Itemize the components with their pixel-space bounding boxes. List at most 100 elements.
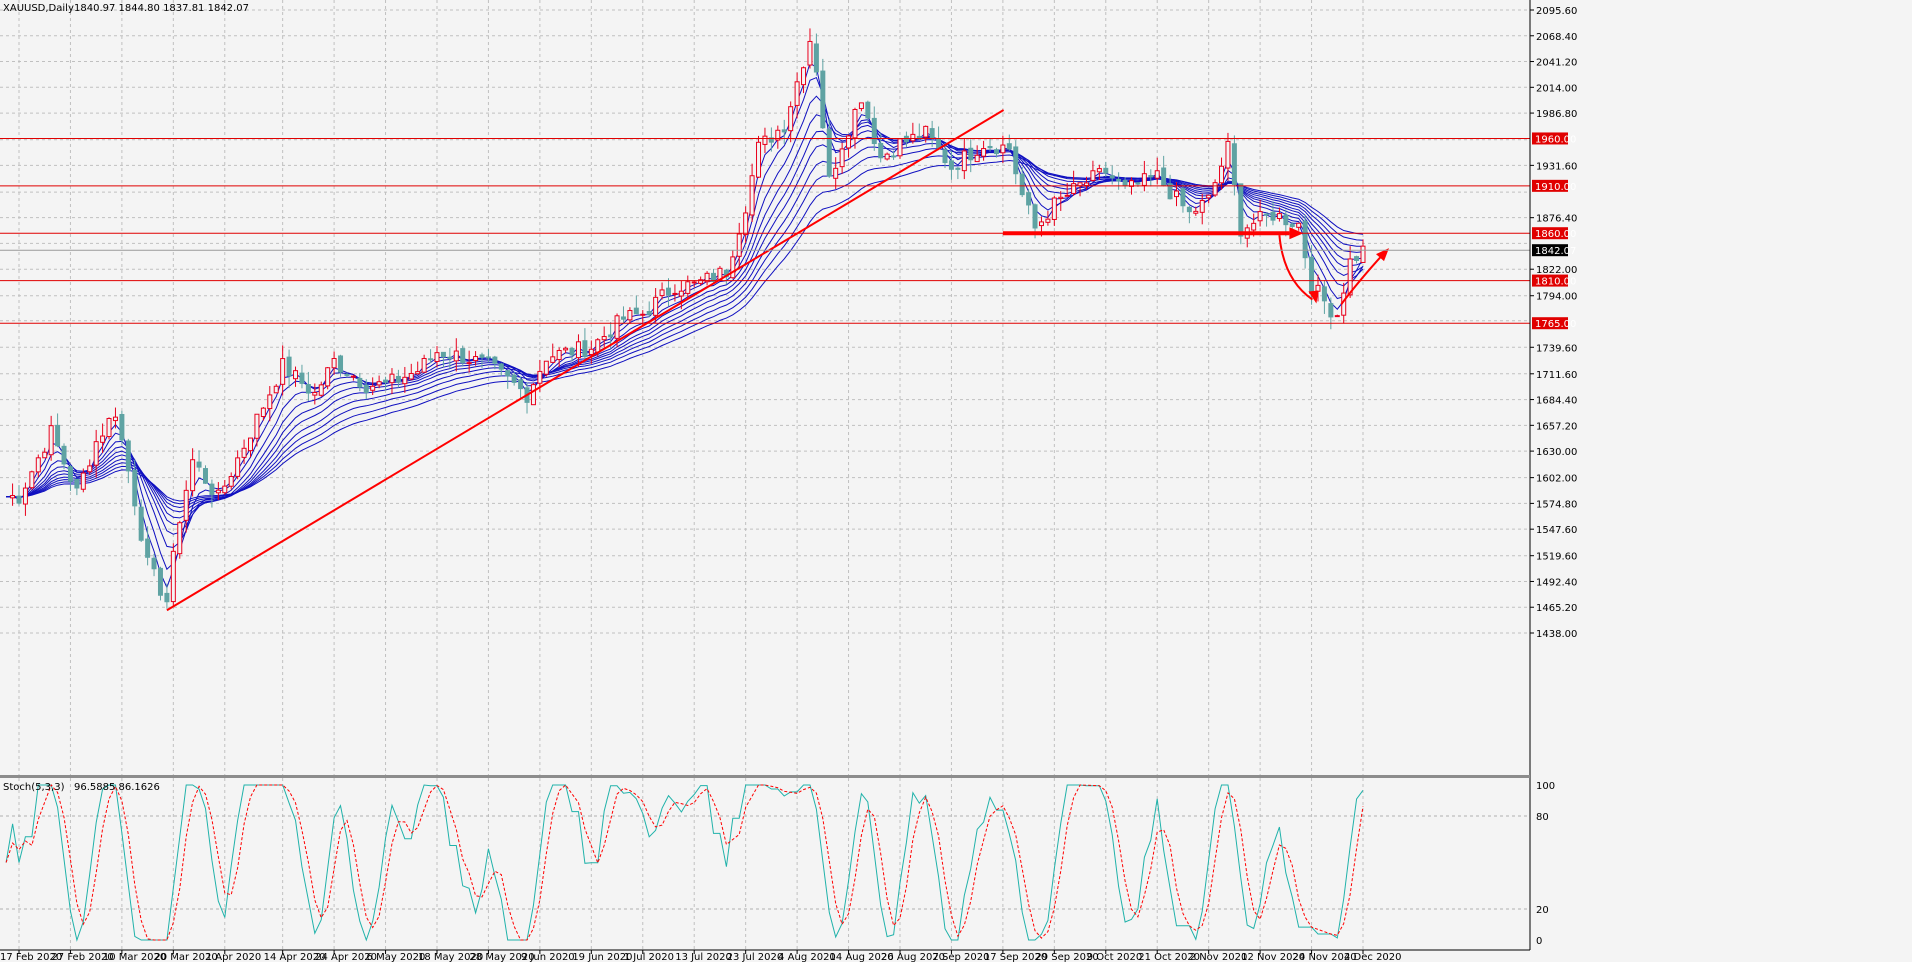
candle-body xyxy=(711,272,717,282)
level-price-label: 1960.00 xyxy=(1535,134,1576,145)
candle-body xyxy=(1354,256,1360,261)
candle-body xyxy=(653,296,659,316)
candle-body xyxy=(1006,143,1012,150)
candle-body xyxy=(762,135,768,145)
candle-body xyxy=(312,392,318,396)
price-tick-label: 1519.60 xyxy=(1536,552,1577,563)
candle-body xyxy=(1206,194,1212,199)
candle-body xyxy=(903,135,909,143)
stoch-tick-label: 100 xyxy=(1536,781,1555,792)
candle-body xyxy=(1051,197,1057,220)
candle-body xyxy=(614,315,620,339)
date-tick-label: 10 Mar 2020 xyxy=(103,952,166,962)
candle-body xyxy=(421,357,427,373)
candle-body xyxy=(1321,286,1327,302)
candle-body xyxy=(968,147,974,161)
stoch-values: 96.5885 86.1626 xyxy=(74,782,160,793)
candle-body xyxy=(505,370,511,377)
candle-body xyxy=(537,370,543,384)
candle-body xyxy=(209,483,215,496)
candle-body xyxy=(659,289,665,297)
candle-body xyxy=(1000,144,1006,154)
candle-body xyxy=(151,557,157,570)
candle-body xyxy=(1135,182,1141,185)
candle-body xyxy=(961,150,967,172)
candle-body xyxy=(974,154,980,163)
candle-body xyxy=(157,567,163,596)
candle-body xyxy=(177,522,183,555)
candle-body xyxy=(608,334,614,338)
date-tick-label: 14 Aug 2020 xyxy=(830,952,894,962)
candle-body xyxy=(498,363,504,370)
candle-body xyxy=(286,356,292,377)
candle-body xyxy=(794,81,800,106)
candle-body xyxy=(955,167,961,170)
level-price-tag xyxy=(1532,132,1568,145)
candle-body xyxy=(260,407,266,418)
candle-body xyxy=(305,384,311,394)
candle-body xyxy=(826,128,832,177)
candle-body xyxy=(35,457,41,473)
ma-line xyxy=(6,159,1364,502)
date-tick-label: 20 Mar 2020 xyxy=(154,952,217,962)
stoch-tick-label: 80 xyxy=(1536,812,1549,823)
date-tick-label: 29 Sep 2020 xyxy=(1035,952,1098,962)
drop-arrow xyxy=(1278,235,1313,301)
candle-body xyxy=(112,416,118,422)
candle-body xyxy=(93,441,99,466)
candle-body xyxy=(350,375,356,378)
candle-body xyxy=(331,357,337,369)
candle-body xyxy=(138,506,144,541)
candle-body xyxy=(993,149,999,155)
date-tick-label: 19 Jun 2020 xyxy=(572,952,632,962)
candle-body xyxy=(164,592,170,603)
date-tick-label: 26 Aug 2020 xyxy=(881,952,945,962)
candle-body xyxy=(1302,220,1308,259)
price-tick-label: 2041.20 xyxy=(1536,58,1577,69)
candle-body xyxy=(1238,183,1244,237)
date-tick-label: 14 Apr 2020 xyxy=(264,952,326,962)
grid xyxy=(0,0,1530,950)
stoch-main-line xyxy=(5,784,1364,942)
candle-body xyxy=(183,489,189,521)
date-tick-label: 24 Apr 2020 xyxy=(315,952,377,962)
candle-body xyxy=(1225,140,1231,169)
candle-body xyxy=(627,310,633,321)
candle-body xyxy=(267,394,273,410)
candle-body xyxy=(48,425,54,456)
candle-body xyxy=(1071,183,1077,194)
date-tick-label: 9 Oct 2020 xyxy=(1087,952,1142,962)
candle-body xyxy=(884,153,890,160)
candle-body xyxy=(704,272,710,283)
candle-body xyxy=(801,67,807,86)
candle-body xyxy=(1141,173,1147,186)
candle-body xyxy=(1167,183,1173,200)
candle-body xyxy=(1103,167,1109,174)
price-tick-label: 1931.60 xyxy=(1536,161,1577,172)
candle-body xyxy=(1154,170,1160,179)
stoch-tick-label: 0 xyxy=(1536,936,1542,947)
axes: 2095.60 2068.40 2041.20 2014.00 1986.80 1931.… xyxy=(0,0,1577,962)
candle-body xyxy=(846,135,852,149)
candle-body xyxy=(743,212,749,236)
candle-body xyxy=(1347,258,1353,296)
candle-body xyxy=(511,374,517,383)
candle-body xyxy=(1193,210,1199,214)
candle-body xyxy=(473,356,479,362)
candle-body xyxy=(106,417,112,438)
candle-body xyxy=(415,371,421,375)
candle-body xyxy=(119,414,125,441)
candle-body xyxy=(852,109,858,139)
candle-body xyxy=(29,471,35,489)
candles xyxy=(10,28,1366,609)
candle-body xyxy=(1096,168,1102,173)
candle-body xyxy=(768,137,774,143)
candle-body xyxy=(466,362,472,365)
candle-body xyxy=(1251,222,1257,231)
candle-body xyxy=(55,424,61,447)
candle-body xyxy=(293,370,299,380)
candle-body xyxy=(756,141,762,178)
candle-body xyxy=(646,311,652,315)
date-tick-label: 17 Sep 2020 xyxy=(984,952,1047,962)
